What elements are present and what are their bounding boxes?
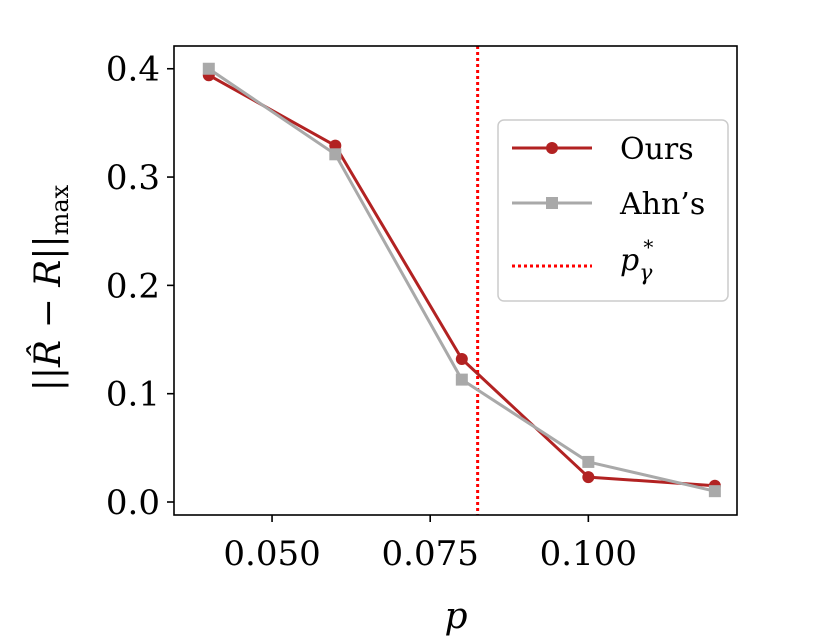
legend-threshold-sub: γ xyxy=(639,261,653,286)
data-point-ahns xyxy=(708,485,721,498)
legend-marker-ours xyxy=(546,142,558,154)
legend-label-threshold: pγ* xyxy=(620,235,653,286)
y-label-r: R xyxy=(28,260,69,288)
axes-frame xyxy=(173,45,738,516)
legend-marker-ahns xyxy=(546,197,558,209)
legend-label-ours: Ours xyxy=(620,132,694,167)
y-tick-label: 0.3 xyxy=(106,158,160,198)
x-tick-label: 0.050 xyxy=(223,534,320,574)
x-tick-label: 0.075 xyxy=(382,534,479,574)
data-point-ahns xyxy=(582,455,595,468)
y-tick-label: 0.1 xyxy=(106,375,160,415)
y-label-open: || xyxy=(28,367,69,391)
y-label-minus: − xyxy=(28,287,69,340)
plot-area xyxy=(202,46,721,515)
legend-threshold-var: p xyxy=(620,243,639,278)
svg-text:||R̂ − R||max: ||R̂ − R||max xyxy=(26,184,74,391)
axes: 0.050 0.075 0.100 0.0 0.1 0.2 0.3 0.4 xyxy=(106,45,738,574)
y-axis-title: ||R̂ − R||max xyxy=(26,184,74,391)
y-label-rhat: R̂ xyxy=(26,340,69,368)
y-label-sub: max xyxy=(46,184,74,235)
y-tick-label: 0.2 xyxy=(106,266,160,306)
y-label-close: || xyxy=(28,235,69,259)
data-point-ours xyxy=(582,471,595,484)
data-point-ahns xyxy=(202,62,215,75)
data-point-ahns xyxy=(329,148,342,161)
legend-frame xyxy=(497,119,729,302)
legend-label-ahns: Ahn’s xyxy=(619,187,705,222)
data-point-ours xyxy=(455,353,468,366)
legend: Ours Ahn’s pγ* xyxy=(497,119,729,302)
y-tick-label: 0.4 xyxy=(106,50,160,90)
x-tick-label: 0.100 xyxy=(540,534,637,574)
data-point-ahns xyxy=(455,373,468,386)
y-tick-label: 0.0 xyxy=(106,483,160,523)
x-axis-title: p xyxy=(444,596,467,637)
legend-threshold-sup: * xyxy=(643,235,653,259)
